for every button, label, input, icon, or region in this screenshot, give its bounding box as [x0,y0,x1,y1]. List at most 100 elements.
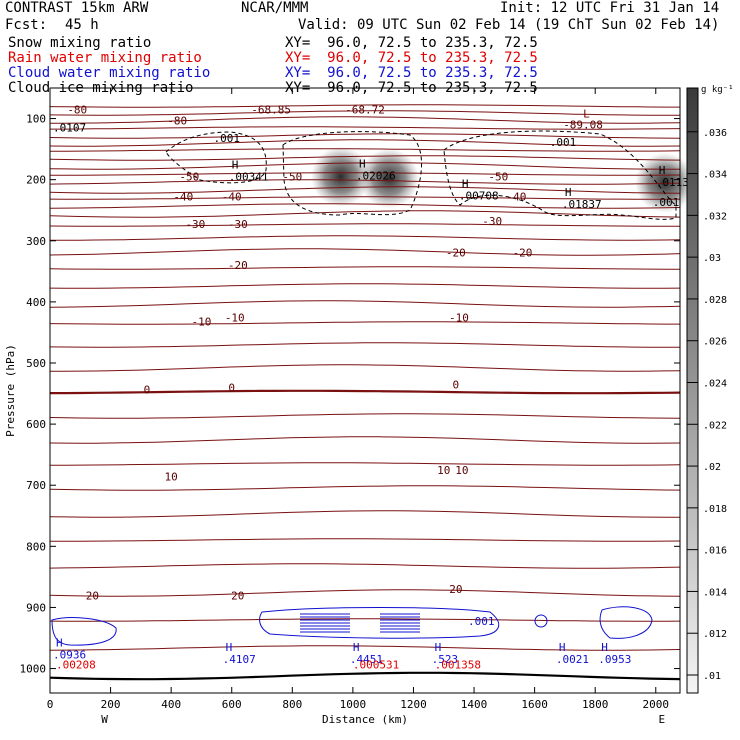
field-xy-rain: XY= 96.0, 72.5 to 235.3, 72.5 [285,50,538,66]
temperature-label-6: -50 [282,170,302,183]
init-time: Init: 12 UTC Fri 31 Jan 14 [500,0,720,16]
temperature-contours [49,104,681,681]
isotherm-33 [49,618,681,622]
x-tick-label-6: 1200 [400,698,427,711]
direction-east: E [659,713,666,726]
y-tick-label-1: 200 [26,174,46,187]
x-tick-label-4: 800 [282,698,302,711]
isotherm-23 [50,364,681,372]
isotherm-18 [49,266,680,270]
x-tick-label-7: 1400 [461,698,488,711]
extremum-letter-6: H [56,637,63,650]
isotherm-26 [49,436,681,444]
isotherm-24 [50,389,681,395]
isotherm-6 [50,148,681,152]
water-contour-2 [534,614,548,628]
isotherm-10 [49,179,681,185]
field-name-snow: Snow mixing ratio [8,35,152,51]
y-tick-label-2: 300 [26,235,46,248]
y-tick-label-4: 500 [26,357,46,370]
contour-label-2: .001 [653,196,680,209]
field-xy-snow: XY= 96.0, 72.5 to 235.3, 72.5 [285,35,538,51]
colorbar-label-13: .036 [703,128,727,139]
y-tick-label-7: 800 [26,540,46,553]
isotherm-13 [49,203,681,209]
chart-annotations: -80-68.85 -68.72-89.08-80-50 -50 -50-40 -40-… [53,104,696,672]
extremum-letter-7: H [226,641,233,654]
colorbar-label-5: .02 [703,462,721,473]
temperature-label-18: -10 [225,311,245,324]
isotherm-20 [49,300,681,308]
colorbar-label-7: .024 [703,379,727,390]
isotherm-21 [49,321,680,325]
colorbar: .01 .012 .014 .016 .018 .02 .022 .024 .026 .028 .0… [686,85,734,694]
extremum-letter-11: H [601,641,608,654]
extremum-letter-5: L [583,107,590,120]
temperature-label-11: -30 [185,218,205,231]
extremum-value-2: .00708 [459,190,499,203]
center-label: NCAR/MMM [241,0,309,16]
extremum-value-7: .4107 [223,653,256,666]
plot-header: CONTRAST 15km ARW NCAR/MMM Init: 12 UTC … [0,0,740,100]
ice-contour-2 [443,130,677,220]
extremum-letter-10: H [559,641,566,654]
y-tick-label-5: 600 [26,418,46,431]
temperature-label-8: -40 [173,190,193,203]
plot-frame [49,87,681,694]
colorbar-label-9: .028 [703,295,727,306]
temperature-label-22: 0 [453,379,460,392]
extremum-letter-4: H [659,164,666,177]
isotherm-16 [50,235,681,241]
water-contour-0 [51,617,117,646]
colorbar-label-0: .01 [703,671,721,682]
contour-label-3: .001 [468,615,495,628]
valid-time: Valid: 09 UTC Sun 02 Feb 14 (19 ChT Sun … [298,17,720,33]
temperature-label-5: -50 [179,170,199,183]
temperature-label-23: 10 [165,470,178,483]
x-tick-label-2: 400 [161,698,181,711]
y-axis-label: Pressure (hPa) [4,344,17,437]
cloud-ice-contours [165,130,677,220]
chart-axes: 0 200 400 600 800 1000 1200 1400 1600 1800 2000100… [4,88,680,726]
temperature-label-1: -68.85 [251,104,291,117]
contour-label-0: .001 [214,132,241,145]
rain-value-1: .000531 [353,659,399,672]
isotherm-28 [49,485,681,491]
extremum-value-8: .4451 [350,653,383,666]
temperature-label-14: -20 [228,259,248,272]
y-tick-label-6: 700 [26,479,46,492]
temperature-label-4: -80 [67,104,87,117]
temperature-label-3: -89.08 [563,118,603,131]
extremum-value-11: .0953 [598,653,631,666]
field-xy-cloudwater: XY= 96.0, 72.5 to 235.3, 72.5 [285,65,538,81]
temperature-label-24: 10 [437,464,450,477]
extremum-value-3: .01837 [562,198,602,211]
direction-west: W [101,713,108,726]
extremum-value-10: .0021 [556,653,589,666]
isotherm-22 [49,342,680,348]
y-tick-label-3: 400 [26,296,46,309]
isotherm-5 [49,139,681,147]
isotherm-25 [49,413,681,419]
colorbar-label-1: .012 [703,629,727,640]
isotherm-9 [50,172,681,176]
temperature-label-2: -68.72 [345,104,385,117]
extremum-value-9: .523 [432,653,459,666]
extremum-letter-9: H [435,641,442,654]
temperature-label-12: -30 [228,218,248,231]
x-tick-label-10: 2000 [643,698,670,711]
isotherm-2 [50,116,681,124]
x-tick-label-5: 1000 [340,698,367,711]
temperature-label-19: -10 [449,311,469,324]
isotherm-17 [49,248,681,256]
water-contour-3 [599,606,653,639]
isotherm-4 [49,133,681,139]
field-name-cloudwater: Cloud water mixing ratio [8,65,211,81]
y-tick-label-9: 1000 [20,663,47,676]
isotherm-27 [50,462,681,466]
isotherm-29 [49,510,680,518]
temperature-label-28: 20 [449,583,462,596]
isotherm-0 [49,104,680,108]
extremum-letter-1: H [359,157,366,170]
x-tick-label-1: 200 [101,698,121,711]
